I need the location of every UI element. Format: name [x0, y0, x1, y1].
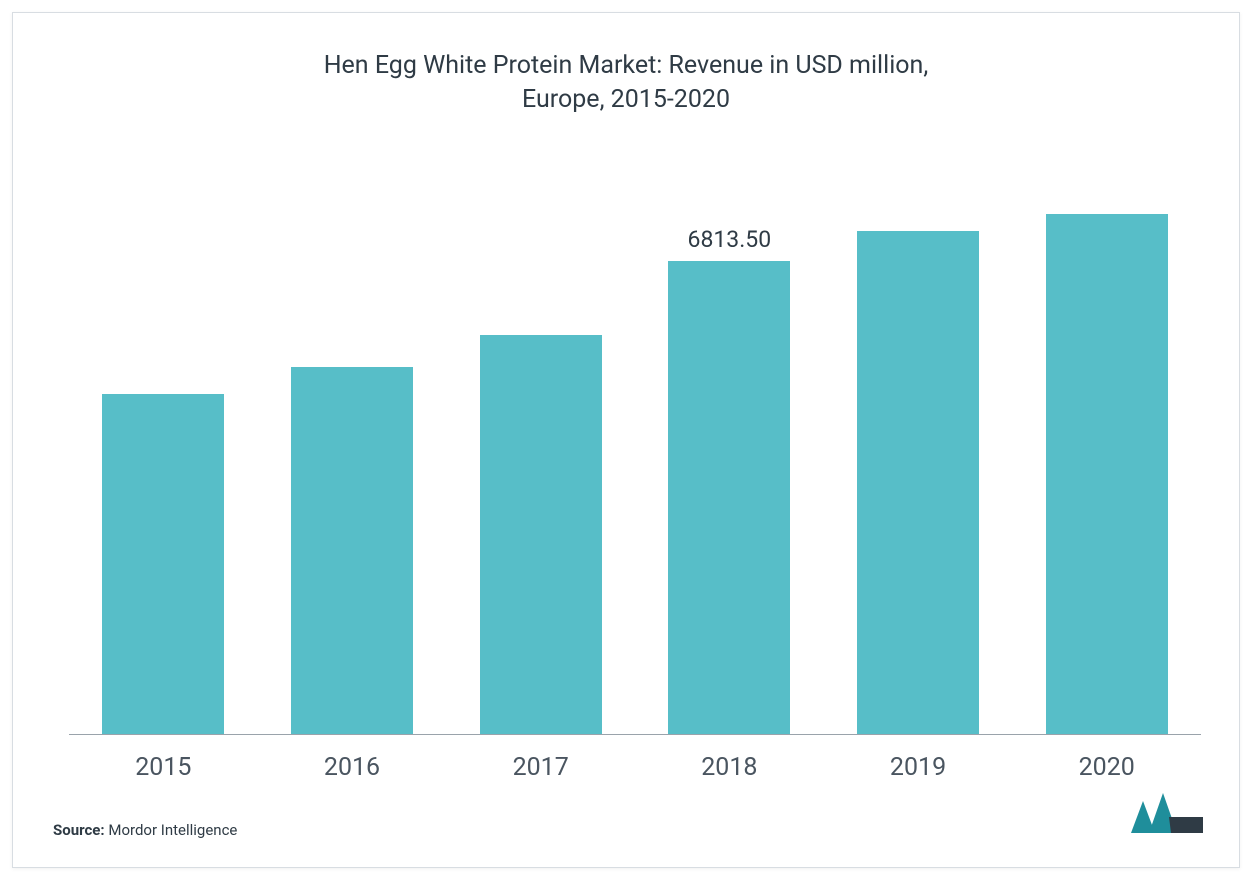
bars-container: 6813.50 [69, 179, 1201, 735]
x-axis-baseline [69, 734, 1201, 735]
chart-title-line2: Europe, 2015-2020 [522, 85, 730, 114]
source-text: Mordor Intelligence [108, 821, 237, 839]
x-label: 2018 [635, 753, 824, 782]
x-label: 2016 [258, 753, 447, 782]
bar-2016 [291, 367, 413, 735]
bar-slot: 6813.50 [635, 179, 824, 735]
mordor-intelligence-logo-icon [1131, 793, 1203, 833]
bar-2017 [480, 335, 602, 735]
bar-slot [69, 179, 258, 735]
bar-label: 6813.50 [688, 226, 772, 253]
chart-title-line1: Hen Egg White Protein Market: Revenue in… [324, 51, 929, 80]
x-axis-labels: 2015 2016 2017 2018 2019 2020 [69, 753, 1201, 782]
bar-slot [1012, 179, 1201, 735]
plot-area: 6813.50 [69, 179, 1201, 735]
bar-slot [446, 179, 635, 735]
bar-slot [258, 179, 447, 735]
bar-slot [824, 179, 1013, 735]
x-label: 2020 [1012, 753, 1201, 782]
source-attribution: Source: Mordor Intelligence [53, 821, 237, 839]
bar-2019 [857, 231, 979, 735]
x-label: 2019 [824, 753, 1013, 782]
x-label: 2017 [446, 753, 635, 782]
bar-2015 [102, 394, 224, 735]
bar-2020 [1046, 214, 1168, 735]
chart-frame: Hen Egg White Protein Market: Revenue in… [12, 12, 1240, 868]
source-label: Source: [53, 821, 105, 839]
chart-title: Hen Egg White Protein Market: Revenue in… [13, 13, 1239, 117]
x-label: 2015 [69, 753, 258, 782]
bar-2018: 6813.50 [668, 261, 790, 735]
